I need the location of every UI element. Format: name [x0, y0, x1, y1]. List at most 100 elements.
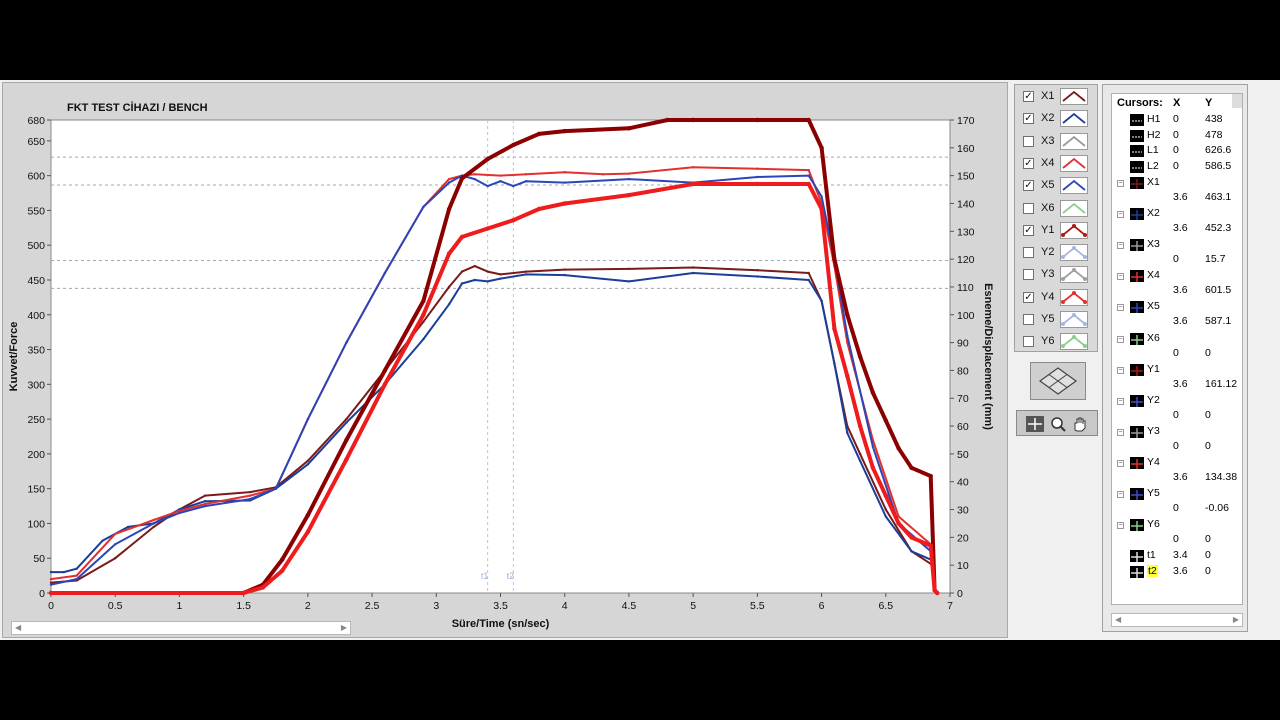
- tree-collapse-icon[interactable]: −: [1117, 428, 1124, 436]
- plot-area[interactable]: [50, 119, 951, 594]
- legend-item-y3[interactable]: Y3: [1015, 265, 1099, 285]
- series-x5-point: [512, 184, 515, 188]
- dotted-line-swatch-icon[interactable]: [1060, 333, 1088, 351]
- legend-item-x4[interactable]: ✓ X4: [1015, 154, 1099, 174]
- tree-collapse-icon[interactable]: −: [1117, 242, 1124, 250]
- legend-item-y4[interactable]: ✓ Y4: [1015, 288, 1099, 308]
- tree-collapse-icon[interactable]: −: [1117, 304, 1124, 312]
- channel-y4-cursor-icon[interactable]: [1130, 456, 1144, 469]
- tree-collapse-icon[interactable]: −: [1117, 522, 1124, 530]
- zoom-tool-icon[interactable]: [1049, 416, 1067, 432]
- cursor-scroll-left-arrow-icon[interactable]: ◀: [1115, 615, 1122, 624]
- channel-x2-cursor-icon[interactable]: [1130, 208, 1144, 221]
- legend-checkbox[interactable]: ✓: [1023, 224, 1034, 236]
- tree-collapse-icon[interactable]: −: [1117, 491, 1124, 498]
- scroll-right-arrow-icon[interactable]: ▶: [340, 623, 347, 632]
- series-y4-point: [241, 590, 246, 596]
- channel-y3-cursor-icon[interactable]: [1130, 425, 1144, 438]
- dotted-line-swatch-icon[interactable]: [1060, 311, 1088, 328]
- legend-item-x5[interactable]: ✓ X5: [1015, 176, 1099, 196]
- channel-x3-cursor-icon[interactable]: [1130, 239, 1144, 252]
- line-swatch-icon[interactable]: [1060, 199, 1088, 217]
- line-swatch-icon[interactable]: [1060, 110, 1088, 128]
- cursor-y-value: 438: [1205, 113, 1223, 125]
- legend-item-y1[interactable]: ✓ Y1: [1015, 221, 1099, 241]
- line-swatch-icon[interactable]: [1060, 88, 1088, 105]
- channel-y1-cursor-icon[interactable]: [1130, 363, 1144, 376]
- legend-item-y6[interactable]: Y6: [1015, 332, 1099, 352]
- legend-checkbox[interactable]: ✓: [1023, 157, 1034, 169]
- tree-collapse-icon[interactable]: −: [1117, 211, 1124, 219]
- legend-item-y2[interactable]: Y2: [1015, 243, 1099, 263]
- channel-y2-cursor-icon[interactable]: [1130, 394, 1144, 407]
- legend-item-x6[interactable]: X6: [1015, 199, 1099, 219]
- cursor-name: L2: [1147, 159, 1159, 172]
- line-swatch-icon[interactable]: [1060, 132, 1088, 150]
- channel-y5-cursor-icon[interactable]: [1130, 488, 1144, 500]
- cursor-y-value: 0: [1205, 549, 1211, 561]
- cursor-t1-icon[interactable]: [1130, 550, 1144, 562]
- cursor-scroll-right-arrow-icon[interactable]: ▶: [1232, 615, 1239, 624]
- cursor-h2-icon[interactable]: [1130, 129, 1144, 142]
- dotted-line-swatch-icon[interactable]: [1060, 221, 1088, 239]
- cursor-h1-icon[interactable]: [1130, 114, 1144, 126]
- tree-collapse-icon[interactable]: −: [1117, 273, 1124, 281]
- legend-checkbox[interactable]: [1023, 135, 1034, 147]
- line-swatch-icon[interactable]: [1060, 177, 1088, 195]
- legend-item-x1[interactable]: ✓ X1: [1015, 87, 1099, 107]
- series-x2-point: [473, 278, 476, 282]
- cursor-l1-icon[interactable]: [1130, 145, 1144, 158]
- tree-collapse-icon[interactable]: −: [1117, 335, 1124, 343]
- cursor-t2-icon[interactable]: [1130, 565, 1144, 578]
- cursor-list-horizontal-scrollbar[interactable]: ◀ ▶: [1111, 613, 1243, 627]
- legend-checkbox[interactable]: [1023, 202, 1034, 214]
- series-x2-point: [884, 515, 887, 518]
- cursor-list-scrollbar[interactable]: [1232, 94, 1242, 108]
- legend-checkbox[interactable]: [1023, 314, 1034, 325]
- graph-horizontal-scrollbar[interactable]: ◀ ▶: [11, 621, 351, 635]
- tree-collapse-icon[interactable]: −: [1117, 397, 1124, 405]
- legend-checkbox[interactable]: ✓: [1023, 91, 1034, 102]
- series-y1-point: [690, 117, 696, 123]
- series-x2-point: [101, 539, 104, 542]
- channel-x6-cursor-icon[interactable]: [1130, 332, 1144, 345]
- channel-x1-cursor-icon[interactable]: [1130, 177, 1144, 189]
- legend-checkbox[interactable]: ✓: [1023, 180, 1034, 192]
- series-y4-point: [382, 382, 388, 387]
- tree-collapse-icon[interactable]: −: [1117, 366, 1124, 374]
- tree-collapse-icon[interactable]: −: [1117, 180, 1124, 187]
- y-axis-label: Kuvvet/Force: [8, 322, 20, 392]
- dotted-line-swatch-icon[interactable]: [1060, 266, 1088, 284]
- pan-hand-tool-icon[interactable]: [1071, 416, 1089, 432]
- channel-x5-cursor-icon[interactable]: [1130, 301, 1144, 314]
- cursor-list[interactable]: Cursors: X Y H1 0 438 H2 0 478 L1 0 626.6 L2 0 586.…: [1111, 93, 1243, 605]
- dotted-line-swatch-icon[interactable]: [1060, 244, 1088, 262]
- channel-x-value: 0: [1173, 408, 1179, 421]
- series-y1-point: [446, 206, 452, 212]
- line-swatch-icon[interactable]: [1060, 154, 1088, 172]
- navigation-pad-button[interactable]: [1030, 362, 1086, 400]
- scroll-left-arrow-icon[interactable]: ◀: [15, 623, 22, 632]
- channel-y6-cursor-icon[interactable]: [1130, 519, 1144, 532]
- channel-x-value: 0: [1173, 533, 1179, 546]
- series-y4-point: [626, 192, 632, 198]
- y-tick-label: 0: [39, 588, 45, 600]
- legend-checkbox[interactable]: ✓: [1023, 291, 1034, 303]
- legend-checkbox[interactable]: [1023, 247, 1034, 259]
- legend-item-y5[interactable]: Y5: [1015, 310, 1099, 330]
- legend-checkbox[interactable]: [1023, 269, 1034, 281]
- legend-checkbox[interactable]: ✓: [1023, 113, 1034, 125]
- legend-item-x3[interactable]: X3: [1015, 132, 1099, 152]
- legend-item-x2[interactable]: ✓ X2: [1015, 109, 1099, 129]
- channel-y-value: 0: [1205, 439, 1211, 452]
- dotted-line-swatch-icon[interactable]: [1060, 288, 1088, 306]
- cursor-l2-icon[interactable]: [1130, 160, 1144, 173]
- cursor-y-value: 586.5: [1205, 159, 1232, 172]
- y-tick-label: 550: [27, 205, 45, 217]
- legend-checkbox[interactable]: [1023, 336, 1034, 348]
- cursor-tool-icon[interactable]: [1026, 416, 1044, 432]
- tree-collapse-icon[interactable]: −: [1117, 459, 1124, 467]
- series-x4-point: [114, 532, 117, 536]
- force-displacement-chart[interactable]: FKT TEST CİHAZI / BENCH Süre/Time (sn/sec…: [3, 83, 1009, 639]
- channel-x4-cursor-icon[interactable]: [1130, 270, 1144, 283]
